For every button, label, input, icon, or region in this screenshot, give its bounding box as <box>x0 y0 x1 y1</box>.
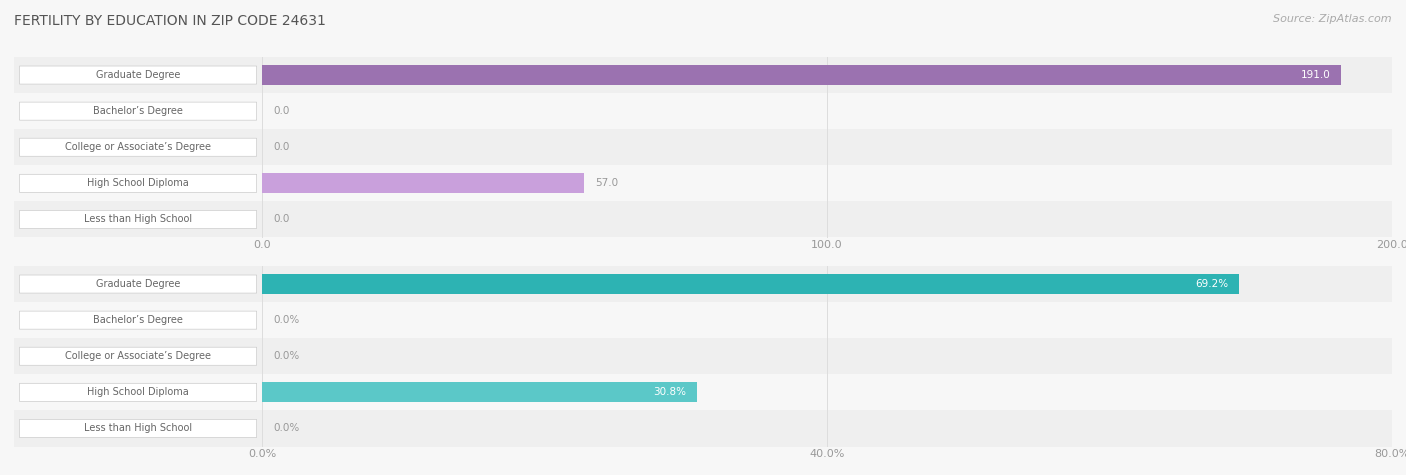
Text: Graduate Degree: Graduate Degree <box>96 70 180 80</box>
Bar <box>14 338 1392 374</box>
Text: 57.0: 57.0 <box>595 178 619 189</box>
Text: 0.0%: 0.0% <box>273 423 299 434</box>
Text: Source: ZipAtlas.com: Source: ZipAtlas.com <box>1274 14 1392 24</box>
Bar <box>14 165 1392 201</box>
Text: 0.0: 0.0 <box>273 142 290 152</box>
Bar <box>262 274 1240 294</box>
Text: Less than High School: Less than High School <box>84 423 193 434</box>
Bar <box>14 266 1392 302</box>
Text: 0.0: 0.0 <box>273 214 290 225</box>
Bar <box>14 374 1392 410</box>
FancyBboxPatch shape <box>20 102 257 120</box>
Text: 30.8%: 30.8% <box>652 387 686 398</box>
Text: College or Associate’s Degree: College or Associate’s Degree <box>65 351 211 361</box>
FancyBboxPatch shape <box>20 383 257 401</box>
Text: 0.0%: 0.0% <box>273 351 299 361</box>
Text: High School Diploma: High School Diploma <box>87 387 188 398</box>
Text: College or Associate’s Degree: College or Associate’s Degree <box>65 142 211 152</box>
FancyBboxPatch shape <box>20 311 257 329</box>
Bar <box>262 173 583 193</box>
Text: Graduate Degree: Graduate Degree <box>96 279 180 289</box>
FancyBboxPatch shape <box>20 275 257 293</box>
Bar <box>262 382 697 402</box>
Text: Bachelor’s Degree: Bachelor’s Degree <box>93 315 183 325</box>
Bar <box>14 129 1392 165</box>
FancyBboxPatch shape <box>20 66 257 84</box>
Text: FERTILITY BY EDUCATION IN ZIP CODE 24631: FERTILITY BY EDUCATION IN ZIP CODE 24631 <box>14 14 326 28</box>
FancyBboxPatch shape <box>20 347 257 365</box>
Bar <box>14 57 1392 93</box>
Text: 191.0: 191.0 <box>1301 70 1330 80</box>
Text: High School Diploma: High School Diploma <box>87 178 188 189</box>
FancyBboxPatch shape <box>20 138 257 156</box>
Text: Bachelor’s Degree: Bachelor’s Degree <box>93 106 183 116</box>
Bar <box>262 65 1341 85</box>
FancyBboxPatch shape <box>20 174 257 192</box>
Bar <box>14 410 1392 446</box>
FancyBboxPatch shape <box>20 419 257 437</box>
Bar <box>14 201 1392 238</box>
Text: Less than High School: Less than High School <box>84 214 193 225</box>
Bar <box>14 302 1392 338</box>
Bar <box>14 93 1392 129</box>
Text: 69.2%: 69.2% <box>1195 279 1229 289</box>
FancyBboxPatch shape <box>20 210 257 228</box>
Text: 0.0: 0.0 <box>273 106 290 116</box>
Text: 0.0%: 0.0% <box>273 315 299 325</box>
